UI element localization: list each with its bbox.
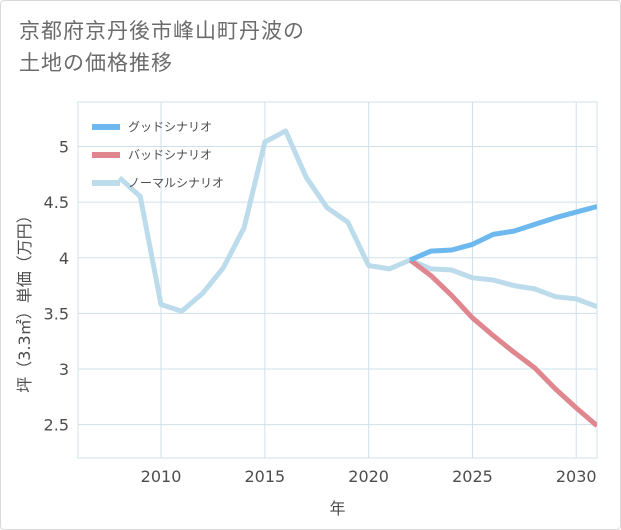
y-tick-label: 3.5	[44, 304, 69, 323]
x-tick-label: 2020	[348, 467, 389, 486]
series-line-bad	[408, 258, 597, 428]
x-tick-label: 2010	[141, 467, 182, 486]
x-tick-label: 2015	[244, 467, 285, 486]
chart-title: 京都府京丹後市峰山町丹波の 土地の価格推移	[19, 15, 305, 79]
grid	[77, 101, 598, 459]
y-axis-title: 坪（3.3㎡）単価（万円）	[15, 207, 34, 392]
y-tick-label: 5	[59, 138, 69, 157]
series-line-normal	[117, 128, 597, 314]
y-tick-label: 3	[59, 360, 69, 379]
series-line-good	[409, 204, 597, 263]
legend-label-normal: ノーマルシナリオ	[128, 176, 224, 190]
x-axis-title: 年	[329, 499, 345, 518]
plot-frame	[77, 101, 598, 459]
x-tick-label: 2030	[556, 467, 597, 486]
x-tick-label: 2025	[452, 467, 493, 486]
chart-title-line-2: 土地の価格推移	[19, 51, 173, 75]
tick-labels: 2010 2015 2020 2025 2030 2.5 3 3.5 4 4.5 5	[44, 138, 597, 487]
legend-label-good: グッドシナリオ	[128, 120, 212, 134]
chart-title-line-1: 京都府京丹後市峰山町丹波の	[19, 19, 305, 43]
y-tick-label: 2.5	[44, 416, 69, 435]
y-tick-label: 4.5	[44, 193, 69, 212]
y-tick-label: 4	[59, 249, 69, 268]
legend-label-bad: バッドシナリオ	[128, 148, 212, 162]
series-layer	[117, 128, 597, 428]
